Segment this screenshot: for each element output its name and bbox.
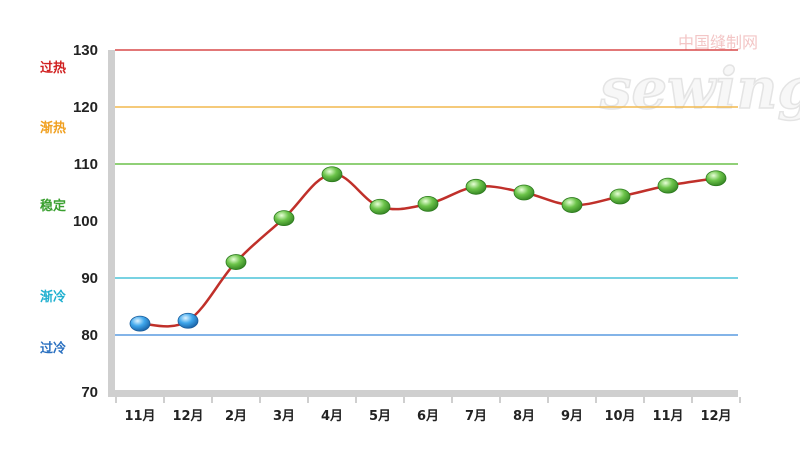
y-tick-label: 100 (73, 213, 98, 230)
x-axis (108, 390, 738, 397)
y-tick-labels: 70 80 90 100 110 120 130 (73, 42, 98, 401)
x-tick-mark (595, 397, 597, 403)
x-tick-label: 3月 (273, 409, 295, 424)
axes (108, 50, 738, 397)
data-point (225, 254, 247, 270)
band-label: 过冷 (40, 341, 66, 357)
x-tick-mark (115, 397, 117, 403)
data-point (273, 210, 295, 227)
data-point (369, 198, 391, 215)
x-tick-mark (259, 397, 261, 403)
x-tick-label: 6月 (417, 409, 439, 424)
reference-lines (115, 49, 738, 336)
x-tick-label: 12月 (172, 409, 203, 424)
x-tick-label: 4月 (321, 409, 343, 424)
band-label: 稳定 (40, 198, 66, 214)
y-axis (108, 50, 115, 395)
data-point (465, 178, 487, 195)
data-point (177, 312, 199, 329)
x-tick-labels: 11月 12月 2月 3月 4月 5月 6月 7月 8月 9月 10月 11月 12月 (115, 397, 741, 424)
x-tick-mark (355, 397, 357, 403)
y-tick-label: 90 (81, 270, 98, 287)
data-point (657, 177, 679, 194)
data-point (705, 170, 727, 187)
x-tick-mark (547, 397, 549, 403)
y-tick-label: 80 (81, 327, 98, 344)
y-tick-label: 130 (73, 42, 98, 59)
data-point (129, 315, 151, 332)
watermark-logo: sewing (599, 56, 800, 122)
x-tick-mark (163, 397, 165, 403)
x-tick-mark (691, 397, 693, 403)
y-tick-label: 110 (74, 156, 98, 173)
x-tick-label: 11月 (124, 409, 155, 424)
watermark-cn-text: 中国缝制网 (678, 33, 758, 52)
data-point (321, 166, 343, 183)
data-point (513, 184, 535, 201)
x-tick-mark (643, 397, 645, 403)
x-tick-label: 8月 (513, 409, 535, 424)
x-tick-mark (403, 397, 405, 403)
x-tick-label: 7月 (465, 409, 487, 424)
x-tick-label: 9月 (561, 409, 583, 424)
data-point (417, 195, 439, 212)
x-tick-label: 12月 (700, 409, 731, 424)
x-tick-mark (739, 397, 741, 403)
x-tick-label: 10月 (604, 409, 635, 424)
data-markers (129, 166, 727, 332)
x-tick-mark (451, 397, 453, 403)
x-tick-label: 5月 (369, 409, 391, 424)
band-label: 渐冷 (40, 289, 66, 305)
data-point (609, 188, 631, 205)
y-tick-label: 70 (81, 384, 98, 401)
x-tick-mark (499, 397, 501, 403)
y-tick-label: 120 (73, 99, 98, 116)
x-tick-label: 2月 (225, 409, 247, 424)
x-tick-mark (211, 397, 213, 403)
data-point (561, 197, 583, 213)
x-tick-mark (307, 397, 309, 403)
band-label: 渐热 (40, 120, 66, 136)
band-label: 过热 (40, 60, 66, 76)
watermark: sewing 中国缝制网 (598, 33, 800, 123)
x-tick-label: 11月 (652, 409, 683, 424)
